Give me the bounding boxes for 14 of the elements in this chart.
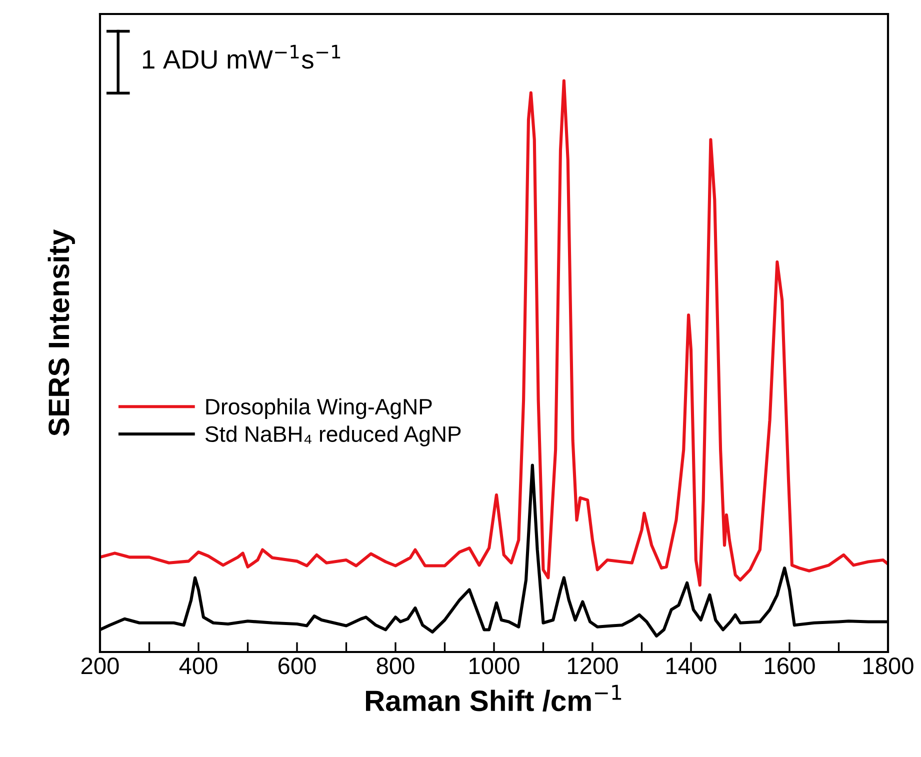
x-axis-title: Raman Shift /cm$^{−1}$	[366, 684, 622, 712]
x-tick-label: 1000	[470, 657, 520, 674]
x-tick-label: 600	[278, 657, 316, 674]
x-tick-label: 1400	[666, 657, 716, 674]
x-tick-label: 1200	[568, 657, 618, 674]
y-axis-title: SERS Intensity	[48, 229, 75, 436]
x-tick-label: 200	[81, 657, 119, 674]
text: 1 ADU mW$^{−1}$s$^{−1}$	[142, 44, 340, 69]
x-tick-label: 1800	[864, 657, 914, 674]
x-tick-label: 800	[376, 657, 414, 674]
x-tick-label: 1600	[765, 657, 815, 674]
x-tick-label: 400	[179, 657, 218, 674]
legend-label: Std NaBH₄ reduced AgNP	[205, 426, 461, 446]
legend-label: Drosophila Wing-AgNP	[206, 398, 432, 419]
